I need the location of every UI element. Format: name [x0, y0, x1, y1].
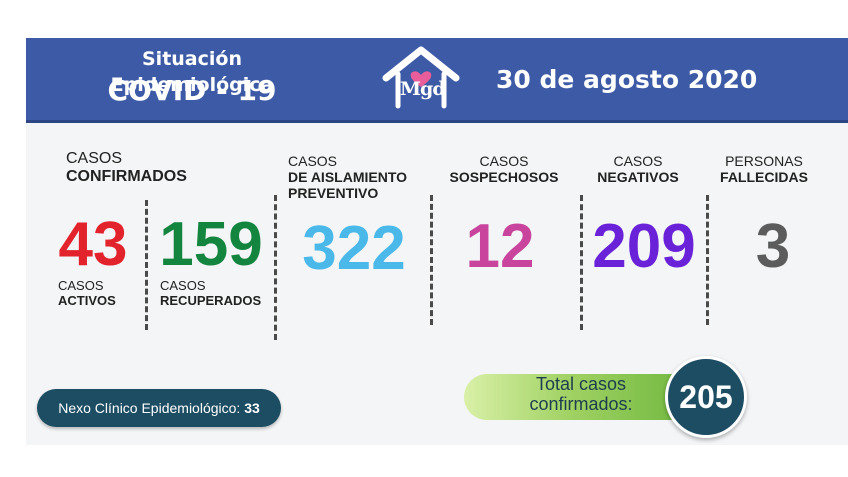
divider — [706, 195, 709, 325]
negativos-value: 209 — [592, 212, 696, 281]
divider — [274, 195, 277, 340]
negativos-label: CASOS NEGATIVOS — [597, 153, 679, 185]
recuperados-label: CASOS RECUPERADOS — [160, 278, 262, 308]
sospechosos-label: CASOS SOSPECHOSOS — [449, 153, 559, 185]
header-banner: Situación Epidemiológica COVID - 19 Mgd … — [26, 38, 848, 123]
nexo-pill: Nexo Clínico Epidemiológico: 33 — [37, 389, 281, 427]
divider — [145, 200, 148, 330]
activos-label: CASOS ACTIVOS — [58, 278, 116, 308]
header-subtitle: COVID - 19 — [107, 74, 277, 107]
header-date: 30 de agosto 2020 — [496, 65, 758, 94]
logo-text: Mgd — [400, 78, 446, 100]
aislamiento-value: 322 — [302, 214, 406, 283]
fallecidas-label: PERSONAS FALLECIDAS — [720, 153, 808, 185]
divider — [430, 195, 433, 325]
total-pill — [464, 374, 704, 420]
divider — [580, 195, 583, 330]
confirmados-label: CASOS CONFIRMADOS — [66, 150, 187, 185]
total-value: 205 — [665, 356, 747, 438]
nexo-value: 33 — [244, 400, 260, 416]
nexo-label: Nexo Clínico Epidemiológico: — [58, 400, 241, 416]
aislamiento-label: CASOS DE AISLAMIENTO PREVENTIVO — [288, 153, 408, 201]
sospechosos-value: 12 — [465, 212, 535, 281]
fallecidas-value: 3 — [755, 212, 791, 281]
recuperados-value: 159 — [159, 210, 263, 279]
activos-value: 43 — [58, 210, 128, 279]
total-label: Total casos confirmados: — [529, 374, 633, 414]
house-heart-logo-icon — [382, 46, 460, 109]
header-title: Situación Epidemiológica — [110, 48, 274, 96]
